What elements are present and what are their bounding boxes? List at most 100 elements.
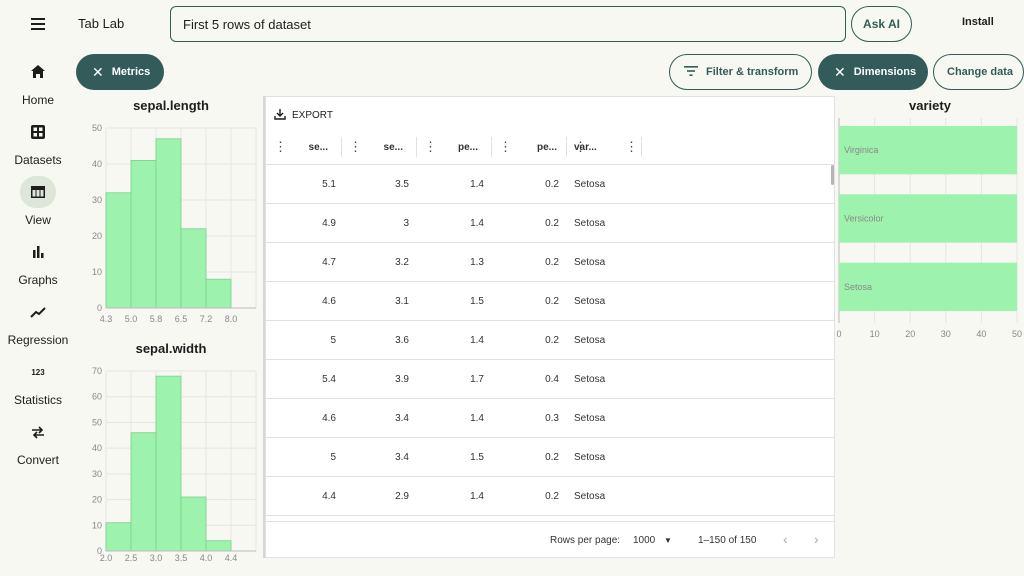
table-cell[interactable]: 5.1 xyxy=(322,179,336,190)
table-cell[interactable]: 0.3 xyxy=(545,413,559,424)
table-cell[interactable]: 3.9 xyxy=(395,374,409,385)
column-separator[interactable] xyxy=(341,137,342,157)
y-tick-label: 20 xyxy=(92,231,102,241)
install-button[interactable]: Install xyxy=(962,16,994,28)
table-cell[interactable]: 4.6 xyxy=(322,413,336,424)
column-menu-icon[interactable]: ⋮ xyxy=(349,139,362,154)
table-cell[interactable]: 0.2 xyxy=(545,218,559,229)
ask-ai-button[interactable]: Ask AI xyxy=(851,6,912,42)
table-cell[interactable]: 0.2 xyxy=(545,179,559,190)
table-cell[interactable]: Setosa xyxy=(574,335,606,346)
table-cell[interactable]: Setosa xyxy=(574,218,606,229)
column-menu-icon[interactable]: ⋮ xyxy=(424,139,437,154)
rail-item-convert[interactable]: Convert xyxy=(0,416,76,476)
table-cell[interactable]: 3.5 xyxy=(395,179,409,190)
column-menu-icon[interactable]: ⋮ xyxy=(625,139,638,154)
table-cell[interactable]: 2.9 xyxy=(395,491,409,502)
table-cell[interactable]: 3.2 xyxy=(395,257,409,268)
rail-item-statistics[interactable]: 123 Statistics xyxy=(0,356,76,416)
table-cell[interactable]: 1.7 xyxy=(470,374,484,385)
table-row[interactable]: 4.6 3.1 1.5 0.2 Setosa xyxy=(266,282,834,321)
table-cell[interactable]: 5.4 xyxy=(322,374,336,385)
previous-page-icon[interactable]: ‹ xyxy=(783,531,788,547)
column-header[interactable]: se... xyxy=(383,141,403,153)
table-cell[interactable]: 3.4 xyxy=(395,452,409,463)
column-menu-icon[interactable]: ⋮ xyxy=(574,139,587,154)
rail-label-home: Home xyxy=(21,93,54,107)
search-input[interactable] xyxy=(170,6,846,42)
rail-item-datasets[interactable]: Datasets xyxy=(0,116,76,176)
histogram-bar xyxy=(180,228,207,309)
column-header[interactable]: pe... xyxy=(536,141,557,153)
table-cell[interactable]: 4.6 xyxy=(322,296,336,307)
table-cell[interactable]: 1.4 xyxy=(470,491,484,502)
next-page-icon[interactable]: › xyxy=(814,531,819,547)
table-row[interactable]: 5 3.6 1.4 0.2 Setosa xyxy=(266,321,834,360)
table-cell[interactable]: 4.4 xyxy=(322,491,336,502)
table-cell[interactable]: Setosa xyxy=(574,491,606,502)
rail-item-graphs[interactable]: Graphs xyxy=(0,236,76,296)
metrics-chip[interactable]: ✕ Metrics xyxy=(76,54,164,90)
table-cell[interactable]: 0.4 xyxy=(545,374,559,385)
table-cell[interactable]: 3.1 xyxy=(395,296,409,307)
table-scrollbar[interactable] xyxy=(831,165,834,185)
export-button[interactable]: EXPORT xyxy=(274,105,333,125)
column-separator[interactable] xyxy=(566,137,567,157)
table-row[interactable]: 4.4 2.9 1.4 0.2 Setosa xyxy=(266,477,834,516)
x-tick-label: 5.8 xyxy=(150,314,163,324)
table-cell[interactable]: 5 xyxy=(330,335,336,346)
dimensions-chip[interactable]: ✕ Dimensions xyxy=(818,54,928,90)
table-cell[interactable]: 1.4 xyxy=(470,179,484,190)
rail-item-view[interactable]: View xyxy=(0,176,76,236)
close-icon[interactable]: ✕ xyxy=(92,63,104,80)
column-menu-icon[interactable]: ⋮ xyxy=(499,139,512,154)
column-header[interactable]: var... xyxy=(574,141,597,153)
table-cell[interactable]: 4.9 xyxy=(322,218,336,229)
table-row[interactable]: 5.1 3.5 1.4 0.2 Setosa xyxy=(266,165,834,204)
table-row[interactable]: 4.6 3.4 1.4 0.3 Setosa xyxy=(266,399,834,438)
table-row[interactable]: 4.9 3 1.4 0.2 Setosa xyxy=(266,204,834,243)
rail-item-regression[interactable]: Regression xyxy=(0,296,76,356)
table-cell[interactable]: 0.2 xyxy=(545,491,559,502)
table-row[interactable]: 4.7 3.2 1.3 0.2 Setosa xyxy=(266,243,834,282)
table-cell[interactable]: 1.5 xyxy=(470,296,484,307)
table-cell[interactable]: 0.2 xyxy=(545,257,559,268)
table-cell[interactable]: 3.6 xyxy=(395,335,409,346)
table-row[interactable]: 5 3.4 1.5 0.2 Setosa xyxy=(266,438,834,477)
table-cell[interactable]: 5 xyxy=(330,452,336,463)
table-cell[interactable]: 0.2 xyxy=(545,296,559,307)
table-cell[interactable]: 0.2 xyxy=(545,335,559,346)
table-cell[interactable]: 3 xyxy=(403,218,409,229)
close-icon[interactable]: ✕ xyxy=(834,63,846,80)
table-cell[interactable]: Setosa xyxy=(574,452,606,463)
column-separator[interactable] xyxy=(416,137,417,157)
change-data-button[interactable]: Change data xyxy=(933,54,1024,90)
table-cell[interactable]: 1.3 xyxy=(470,257,484,268)
table-cell[interactable]: Setosa xyxy=(574,257,606,268)
filter-transform-button[interactable]: Filter & transform xyxy=(669,54,812,90)
dropdown-arrow-icon: ▼ xyxy=(664,536,672,545)
column-separator[interactable] xyxy=(641,137,642,157)
data-table: EXPORT ⋮ ⋮ ⋮ ⋮ ⋮ ⋮ se... se... pe... pe... var... … xyxy=(265,96,835,558)
table-cell[interactable]: 1.5 xyxy=(470,452,484,463)
column-separator[interactable] xyxy=(491,137,492,157)
table-cell[interactable]: 4.7 xyxy=(322,257,336,268)
panel-resize-handle[interactable] xyxy=(263,96,266,558)
table-cell[interactable]: Setosa xyxy=(574,179,606,190)
table-cell[interactable]: Setosa xyxy=(574,296,606,307)
table-cell[interactable]: Setosa xyxy=(574,413,606,424)
column-header[interactable]: se... xyxy=(308,141,328,153)
rail-item-home[interactable]: Home xyxy=(0,56,76,116)
table-row[interactable]: 5.4 3.9 1.7 0.4 Setosa xyxy=(266,360,834,399)
table-cell[interactable]: 3.4 xyxy=(395,413,409,424)
column-menu-icon[interactable]: ⋮ xyxy=(274,139,287,154)
hamburger-menu-icon[interactable] xyxy=(22,10,54,38)
table-cell[interactable]: 1.4 xyxy=(470,335,484,346)
table-cell[interactable]: Setosa xyxy=(574,374,606,385)
table-cell[interactable]: 0.2 xyxy=(545,452,559,463)
table-cell[interactable]: 1.4 xyxy=(470,413,484,424)
x-tick-label: 4.4 xyxy=(225,553,238,562)
column-header[interactable]: pe... xyxy=(457,141,478,153)
table-cell[interactable]: 1.4 xyxy=(470,218,484,229)
rows-per-page-select[interactable]: 1000 ▼ xyxy=(633,535,672,546)
